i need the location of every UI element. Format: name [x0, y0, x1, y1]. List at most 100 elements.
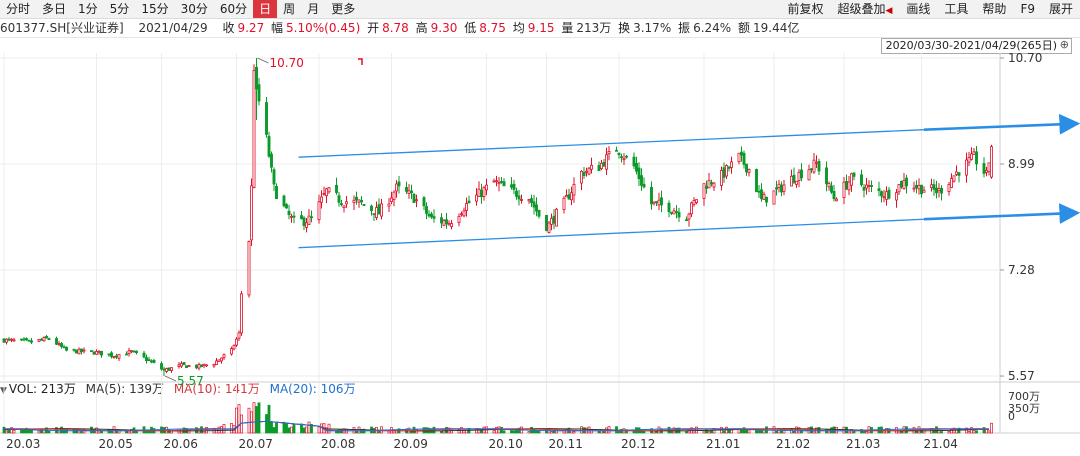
tool-2[interactable]: 画线: [906, 2, 931, 16]
tab-7[interactable]: 日: [253, 0, 278, 18]
x-tick-label: 20.06: [164, 437, 198, 451]
high-value: 9.30: [430, 21, 458, 35]
volume-bar: [272, 427, 276, 434]
tab-1[interactable]: 多日: [42, 2, 67, 16]
candle-body: [432, 216, 436, 219]
candle-body: [632, 156, 636, 167]
candle-body: [982, 163, 986, 174]
candle-body: [325, 188, 328, 197]
volume-bar: [587, 426, 591, 434]
candle-body: [427, 213, 431, 217]
candle-body: [377, 204, 381, 215]
candle-body: [405, 186, 408, 192]
candles-group: [2, 57, 993, 377]
candle-body: [442, 220, 446, 226]
tool-3[interactable]: 工具: [944, 2, 969, 16]
volume-bar: [990, 422, 993, 434]
date-range-selector[interactable]: 2020/03/30-2021/04/29(265日) ⊕: [880, 38, 1072, 54]
candle-body: [622, 158, 626, 161]
triangle-left-icon: ◀: [885, 6, 893, 16]
tab-2[interactable]: 1分: [78, 2, 98, 16]
tool-4[interactable]: 帮助: [982, 2, 1007, 16]
volume-bar: [275, 422, 278, 434]
candle-body: [710, 182, 713, 185]
candle-body: [100, 350, 103, 356]
candle-body: [195, 364, 198, 369]
candle-body: [45, 336, 48, 339]
candle-body: [777, 183, 781, 188]
candle-body: [267, 136, 271, 157]
volume-bar: [685, 431, 688, 434]
candle-body: [500, 180, 503, 183]
candle-body: [937, 188, 941, 192]
triangle-down-icon[interactable]: ▼: [0, 386, 7, 396]
tab-8[interactable]: 周: [283, 2, 296, 16]
tool-6[interactable]: 展开: [1048, 2, 1073, 16]
candle-body: [167, 367, 171, 371]
volume-bar: [7, 430, 11, 434]
candle-body: [965, 159, 968, 176]
volume-bar: [37, 430, 41, 434]
candle-body: [72, 348, 76, 351]
amount-label: 额: [738, 21, 751, 35]
volume-bar: [510, 430, 513, 434]
candle-body: [397, 181, 401, 187]
volume-bar: [287, 427, 291, 434]
candle-body: [82, 349, 86, 352]
tool-0[interactable]: 前复权: [787, 2, 824, 16]
volume-bar: [270, 421, 273, 434]
candle-body: [305, 222, 308, 228]
candle-body: [552, 215, 556, 224]
candle-body: [30, 340, 33, 343]
tab-6[interactable]: 60分: [219, 2, 248, 16]
volume-bar: [30, 429, 33, 434]
tool-1[interactable]: 超级叠加◀: [837, 2, 893, 16]
tool-5[interactable]: F9: [1020, 2, 1035, 16]
plus-icon[interactable]: ⊕: [1059, 38, 1069, 51]
turnover-value: 3.17%: [633, 21, 672, 35]
candle-body: [430, 213, 433, 218]
candle-body: [570, 192, 573, 201]
candle-body: [765, 196, 768, 203]
candle-body: [567, 194, 571, 200]
candle-body: [147, 359, 151, 362]
tab-9[interactable]: 月: [307, 2, 320, 16]
candle-body: [372, 213, 376, 216]
candle-body: [240, 293, 243, 334]
candle-body: [335, 184, 338, 193]
candle-body: [620, 156, 623, 159]
candle-body: [65, 346, 68, 351]
volume-bar: [532, 428, 536, 434]
candle-body: [112, 356, 116, 358]
tab-0[interactable]: 分时: [6, 2, 31, 16]
candle-body: [20, 338, 23, 341]
candle-body: [885, 191, 888, 200]
candle-body: [465, 203, 468, 211]
quote-date: 2021/04/29: [138, 21, 208, 35]
candle-body: [237, 332, 241, 339]
tab-3[interactable]: 5分: [109, 2, 130, 16]
candle-body: [230, 348, 233, 355]
annotation-label-low: 5.57: [177, 374, 204, 388]
candle-body: [425, 206, 428, 214]
candle-body: [477, 188, 481, 197]
volume-bar: [292, 423, 296, 434]
candle-body: [952, 175, 956, 182]
volume-bar: [10, 427, 13, 434]
candle-body: [447, 223, 451, 226]
volume-tick-label: 700万: [1008, 390, 1040, 403]
tab-10[interactable]: 更多: [331, 2, 356, 16]
candle-body: [987, 162, 991, 173]
candle-body: [550, 218, 553, 225]
candle-body: [412, 194, 416, 203]
candle-body: [760, 189, 763, 200]
candle-body: [37, 338, 41, 342]
high-label: 高: [415, 21, 428, 35]
candle-body: [832, 191, 836, 200]
tab-4[interactable]: 15分: [141, 2, 169, 16]
candle-body: [835, 198, 838, 202]
volume-bar: [305, 426, 308, 434]
tab-5[interactable]: 30分: [180, 2, 208, 16]
candle-body: [12, 339, 16, 342]
